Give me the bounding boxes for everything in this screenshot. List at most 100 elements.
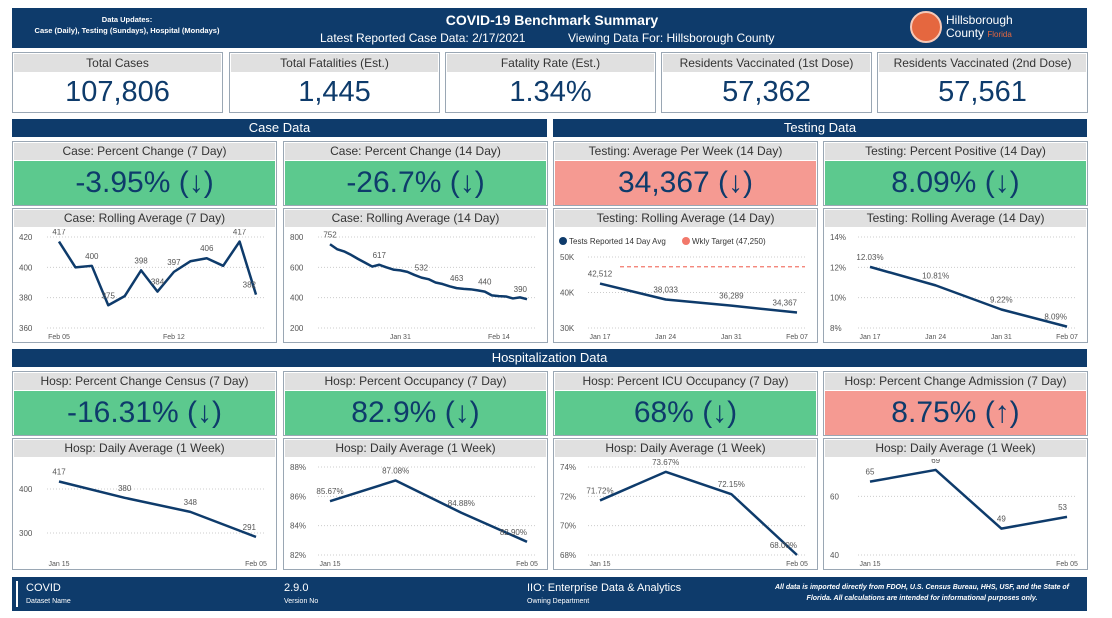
chart-title: Hosp: Daily Average (1 Week)	[825, 440, 1086, 457]
line-chart: Case: Rolling Average (14 Day) 200 400 600 8…	[283, 208, 548, 343]
data-label: 348	[184, 498, 198, 507]
data-label: 9.22%	[990, 295, 1013, 304]
chart-title: Case: Rolling Average (7 Day)	[14, 210, 275, 227]
data-label: 397	[167, 258, 181, 267]
line-chart: Testing: Rolling Average (14 Day) Tests R…	[553, 208, 818, 343]
metric-value: 8.75% (↑)	[825, 391, 1086, 435]
chart-title: Hosp: Daily Average (1 Week)	[14, 440, 275, 457]
metric-card: Testing: Percent Positive (14 Day) 8.09% …	[823, 141, 1088, 206]
data-label: 49	[997, 515, 1006, 524]
header-banner: Data Updates: Case (Daily), Testing (Sund…	[12, 8, 1087, 48]
chart-title: Case: Rolling Average (14 Day)	[285, 210, 546, 227]
x-tick-label: Feb 05	[245, 561, 267, 568]
data-label: 291	[243, 523, 257, 532]
x-tick-label: Jan 31	[991, 334, 1012, 341]
y-tick-label: 380	[19, 294, 33, 303]
y-tick-label: 82%	[290, 551, 306, 560]
data-label: 10.81%	[922, 271, 949, 280]
data-label: 72.15%	[718, 480, 745, 489]
line-chart: Hosp: Daily Average (1 Week) 300 400 Jan 15…	[12, 438, 277, 570]
data-label: 617	[373, 251, 387, 260]
version: 2.9.0	[284, 582, 309, 594]
x-tick-label: Feb 05	[786, 561, 808, 568]
metric-card: Case: Percent Change (7 Day) -3.95% (↓)	[12, 141, 277, 206]
data-label: 36,289	[719, 292, 744, 301]
chart-title: Testing: Rolling Average (14 Day)	[555, 210, 816, 227]
metric-value: -26.7% (↓)	[285, 161, 546, 205]
y-tick-label: 420	[19, 233, 33, 242]
metric-label: Hosp: Percent ICU Occupancy (7 Day)	[555, 373, 816, 390]
kpi-card: Total Fatalities (Est.) 1,445	[229, 52, 440, 113]
x-tick-label: Jan 15	[48, 561, 69, 568]
dataset-label: Dataset Name	[26, 598, 71, 605]
data-label: 532	[415, 264, 429, 273]
data-label: 82.90%	[500, 528, 527, 537]
metric-card: Hosp: Percent ICU Occupancy (7 Day) 68% (…	[553, 371, 818, 436]
updates-detail: Case (Daily), Testing (Sundays), Hospita…	[34, 26, 220, 35]
legend-label: Wkly Target (47,250)	[692, 237, 766, 246]
data-label: 384	[151, 278, 165, 287]
chart-plot: 8% 10% 12% 14% Jan 17 Jan 24 Jan 31 Feb 07 12.03…	[830, 233, 1078, 341]
x-tick-label: Feb 05	[1056, 561, 1078, 568]
y-tick-label: 74%	[560, 463, 576, 472]
x-tick-label: Feb 05	[516, 561, 538, 568]
metric-label: Case: Percent Change (14 Day)	[285, 143, 546, 160]
y-tick-label: 72%	[560, 492, 576, 501]
y-tick-label: 70%	[560, 522, 576, 531]
y-tick-label: 300	[19, 529, 33, 538]
data-label: 440	[478, 278, 492, 287]
data-label: 85.67%	[316, 487, 343, 496]
legend-marker	[559, 237, 567, 245]
y-tick-label: 88%	[290, 463, 306, 472]
series-line	[599, 470, 798, 556]
y-tick-label: 40	[830, 551, 839, 560]
chart-plot: 40 60 Jan 15 Feb 05 65 69 49 53	[830, 459, 1078, 568]
kpi-value: 107,806	[65, 76, 170, 108]
chart-title: Hosp: Daily Average (1 Week)	[285, 440, 546, 457]
x-tick-label: Jan 31	[721, 334, 742, 341]
metric-value: -3.95% (↓)	[14, 161, 275, 205]
data-label: 84.88%	[448, 499, 475, 508]
data-label: 42,512	[588, 270, 613, 279]
metric-label: Hosp: Percent Occupancy (7 Day)	[285, 373, 546, 390]
kpi-label: Total Cases	[14, 54, 221, 72]
y-tick-label: 60	[830, 492, 839, 501]
metric-label: Testing: Average Per Week (14 Day)	[555, 143, 816, 160]
kpi-label: Total Fatalities (Est.)	[231, 54, 438, 72]
kpi-card: Residents Vaccinated (1st Dose) 57,362	[661, 52, 872, 113]
metric-value: -16.31% (↓)	[14, 391, 275, 435]
chart-title: Testing: Rolling Average (14 Day)	[825, 210, 1086, 227]
seal-icon	[910, 11, 942, 43]
kpi-value: 1.34%	[509, 76, 592, 108]
x-tick-label: Feb 07	[786, 334, 808, 341]
line-chart: Hosp: Daily Average (1 Week) 68% 70% 72% 74%…	[553, 438, 818, 570]
data-label: 65	[866, 468, 875, 477]
metric-value: 82.9% (↓)	[285, 391, 546, 435]
page-title: COVID-19 Benchmark Summary	[445, 12, 659, 28]
chart-title: Hosp: Daily Average (1 Week)	[555, 440, 816, 457]
metric-label: Case: Percent Change (7 Day)	[14, 143, 275, 160]
logo-text: County	[946, 25, 985, 40]
logo-text: Hillsborough	[946, 12, 1013, 27]
data-label: 71.72%	[586, 486, 613, 495]
x-tick-label: Jan 31	[390, 334, 411, 341]
chart-plot: 360 380 400 420 Feb 05 Feb 12 417 400 375 398 384 3…	[19, 229, 264, 341]
kpi-value: 1,445	[298, 76, 371, 108]
metric-card: Case: Percent Change (14 Day) -26.7% (↓)	[283, 141, 548, 206]
data-label: 12.03%	[856, 253, 883, 262]
data-label: 382	[243, 281, 257, 290]
x-tick-label: Jan 15	[589, 561, 610, 568]
metric-card: Hosp: Percent Occupancy (7 Day) 82.9% (↓)	[283, 371, 548, 436]
y-tick-label: 12%	[830, 263, 846, 272]
series-line	[869, 265, 1068, 328]
disclaimer: All data is imported directly from FDOH,…	[774, 584, 1070, 602]
section-case: Case Data	[12, 119, 547, 137]
data-label: 380	[118, 484, 132, 493]
department: IIO: Enterprise Data & Analytics	[527, 582, 682, 594]
data-label: 87.08%	[382, 466, 409, 475]
data-label: 8.09%	[1044, 313, 1067, 322]
data-label: 417	[233, 229, 247, 237]
x-tick-label: Jan 24	[925, 334, 946, 341]
y-tick-label: 400	[290, 294, 304, 303]
data-label: 34,367	[773, 298, 798, 307]
